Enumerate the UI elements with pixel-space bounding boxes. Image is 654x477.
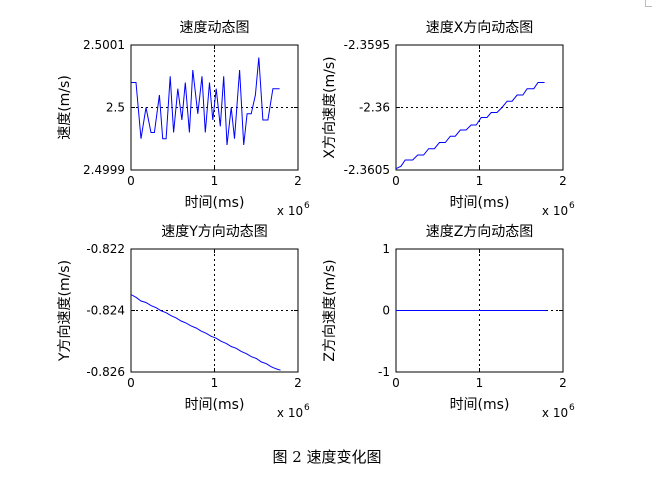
x-tick-label: 2 [294,174,302,188]
y-tick-label: -2.3605 [344,163,390,177]
y-tick-label: -0.824 [86,304,125,318]
x-axis-label: 时间(ms) [185,397,245,413]
y-tick-label: 2.5 [106,101,125,115]
y-tick-label: 0 [382,304,390,318]
x-tick-label: 0 [392,174,400,188]
series-line [130,294,281,371]
chart-title: 速度动态图 [180,20,250,36]
x-tick-label: 0 [127,174,135,188]
x-multiplier-exponent: 6 [304,403,310,413]
y-tick-label: -1 [378,365,390,379]
y-axis-label: Y方向速度(m/s) [57,260,73,362]
x-multiplier: x 10 [542,406,568,420]
x-tick-label: 1 [211,174,219,188]
y-tick-label: -0.826 [86,365,125,379]
y-tick-label: -2.3595 [344,38,390,52]
y-axis-label: 速度(m/s) [57,75,73,140]
x-multiplier: x 10 [277,406,303,420]
y-tick-label: 1 [382,242,390,256]
y-tick-label: -2.36 [359,101,390,115]
x-axis-label: 时间(ms) [450,397,510,413]
x-tick-label: 2 [559,174,567,188]
chart-title: 速度X方向动态图 [426,20,534,36]
x-tick-label: 0 [127,376,135,390]
chart-title: 速度Z方向动态图 [426,224,534,240]
x-tick-label: 0 [392,376,400,390]
series-line [131,57,280,146]
x-multiplier-exponent: 6 [569,201,575,211]
x-tick-label: 1 [476,174,484,188]
figure-caption: 图 2 速度变化图 [272,448,382,466]
chart-title: 速度Y方向动态图 [161,224,268,240]
y-axis-label: X方向速度(m/s) [322,56,338,158]
x-multiplier-exponent: 6 [304,201,310,211]
x-axis-label: 时间(ms) [185,195,245,211]
page-corner-mark [645,0,652,7]
y-tick-label: -0.822 [86,242,125,256]
x-tick-label: 2 [294,376,302,390]
x-tick-label: 1 [211,376,219,390]
x-tick-label: 2 [559,376,567,390]
x-tick-label: 1 [476,376,484,390]
x-multiplier: x 10 [277,204,303,218]
x-multiplier: x 10 [542,204,568,218]
x-axis-label: 时间(ms) [450,195,510,211]
series-line [395,82,545,170]
y-tick-label: 2.4999 [83,163,125,177]
y-tick-label: 2.5001 [83,38,125,52]
x-multiplier-exponent: 6 [569,403,575,413]
y-axis-label: Z方向速度(m/s) [322,259,338,361]
